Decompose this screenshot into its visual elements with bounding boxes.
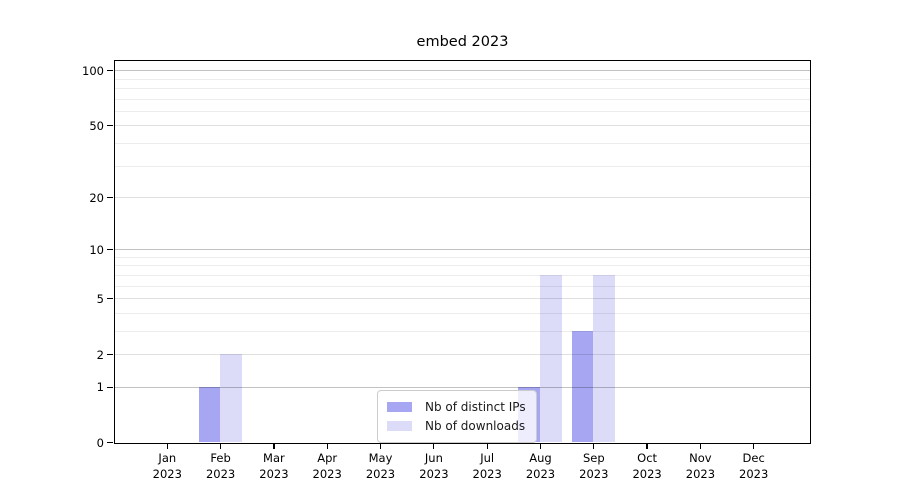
x-tick-mark <box>166 444 168 449</box>
x-tick-month: Mar <box>263 451 285 465</box>
x-axis-tick-label: May 2023 <box>354 451 408 482</box>
legend-swatch-nb-of-downloads <box>387 421 412 431</box>
x-tick-year: 2023 <box>259 466 289 481</box>
y-tick-mark <box>107 354 113 356</box>
x-tick-year: 2023 <box>365 466 396 481</box>
y-gridline-10 <box>115 249 810 251</box>
bar-feb-nb-of-distinct-ips <box>198 386 221 442</box>
y-gridline-minor <box>115 110 810 112</box>
y-gridline-20 <box>115 197 810 198</box>
x-tick-month: Feb <box>210 451 231 465</box>
x-tick-month: Jan <box>158 451 177 465</box>
x-tick-year: 2023 <box>312 466 342 481</box>
y-gridline-100 <box>115 70 810 72</box>
y-axis-tick-label: 5 <box>96 291 104 306</box>
y-axis-tick-label: 50 <box>89 118 104 133</box>
x-tick-mark <box>220 444 222 449</box>
legend: Nb of distinct IPs Nb of downloads <box>377 390 537 443</box>
y-tick-mark <box>107 298 113 300</box>
x-axis-tick-label: Apr 2023 <box>300 451 354 482</box>
y-axis-tick-label: 10 <box>89 242 104 257</box>
y-axis-tick-label: 20 <box>89 190 104 205</box>
chart-title: embed 2023 <box>416 34 509 50</box>
y-tick-mark <box>107 196 113 199</box>
x-axis-tick-label: Aug 2023 <box>514 451 568 482</box>
x-tick-month: Jun <box>424 451 443 465</box>
x-tick-month: Sep <box>582 451 605 465</box>
legend-row-nb-of-distinct-ips: Nb of distinct IPs <box>387 398 526 416</box>
x-tick-month: Apr <box>317 451 338 465</box>
y-gridline-5 <box>115 298 810 300</box>
legend-swatch-nb-of-distinct-ips <box>387 402 412 412</box>
y-gridline-2 <box>115 354 810 356</box>
y-axis-tick-label: 0 <box>96 435 104 450</box>
y-gridline-minor <box>115 330 810 332</box>
x-axis-tick-label: Dec 2023 <box>727 451 781 482</box>
x-axis-tick-label: Jun 2023 <box>407 451 461 482</box>
y-tick-mark <box>107 70 113 72</box>
y-tick-mark <box>107 125 113 127</box>
y-gridline-minor <box>115 78 810 80</box>
x-tick-month: Nov <box>689 451 712 465</box>
x-tick-year: 2023 <box>419 466 449 481</box>
y-gridline-minor <box>115 256 810 258</box>
y-axis-tick-label: 1 <box>96 380 104 395</box>
x-axis-tick-label: Jul 2023 <box>460 451 514 482</box>
bar-aug-nb-of-downloads <box>540 274 562 442</box>
x-tick-year: 2023 <box>579 466 609 481</box>
x-axis-tick-label: Oct 2023 <box>620 451 674 482</box>
y-axis-tick-label: 100 <box>82 63 104 78</box>
x-tick-mark <box>699 444 702 449</box>
legend-row-nb-of-downloads: Nb of downloads <box>387 417 526 435</box>
x-tick-month: Jul <box>480 451 495 465</box>
x-axis-tick-label: Mar 2023 <box>247 451 301 482</box>
x-axis-tick-label: Nov 2023 <box>673 451 727 482</box>
y-gridline-1 <box>115 386 810 388</box>
y-gridline-minor <box>115 285 810 287</box>
x-tick-mark <box>539 444 542 449</box>
x-tick-mark <box>273 444 275 449</box>
y-gridline-minor <box>115 88 810 89</box>
x-tick-year: 2023 <box>739 466 769 481</box>
x-tick-month: Oct <box>637 451 658 465</box>
x-axis-tick-label: Feb 2023 <box>194 451 248 482</box>
x-tick-year: 2023 <box>205 466 236 481</box>
x-tick-month: Dec <box>742 451 765 465</box>
x-tick-month: May <box>368 451 393 465</box>
x-tick-year: 2023 <box>685 466 716 481</box>
x-tick-month: Aug <box>529 451 552 465</box>
y-tick-mark <box>107 386 113 388</box>
x-tick-year: 2023 <box>152 466 182 481</box>
plot-area <box>114 60 811 444</box>
x-tick-year: 2023 <box>525 466 556 481</box>
bar-sep-nb-of-downloads <box>593 274 615 442</box>
legend-label: Nb of distinct IPs <box>425 400 526 414</box>
y-gridline-minor <box>115 165 810 167</box>
x-tick-mark <box>326 444 328 449</box>
y-gridline-minor <box>115 143 810 144</box>
y-tick-mark <box>107 441 113 444</box>
x-tick-year: 2023 <box>472 466 502 481</box>
x-tick-mark <box>593 444 595 449</box>
legend-label: Nb of downloads <box>425 419 526 433</box>
x-tick-mark <box>646 444 648 449</box>
y-axis-tick-label: 2 <box>96 347 104 362</box>
y-gridline-50 <box>115 125 810 127</box>
y-gridline-minor <box>115 274 810 276</box>
x-axis-tick-label: Jan 2023 <box>140 451 194 482</box>
y-tick-mark <box>107 249 113 251</box>
x-axis-tick-label: Sep 2023 <box>567 451 621 482</box>
bar-sep-nb-of-distinct-ips <box>571 330 594 442</box>
y-gridline-minor <box>115 312 810 314</box>
y-gridline-minor <box>115 98 810 100</box>
x-tick-mark <box>379 444 382 449</box>
x-tick-mark <box>433 444 435 449</box>
x-tick-mark <box>486 444 488 449</box>
y-gridline-minor <box>115 265 810 267</box>
x-tick-mark <box>753 444 755 449</box>
bar-feb-nb-of-downloads <box>220 354 242 442</box>
x-tick-year: 2023 <box>632 466 662 481</box>
